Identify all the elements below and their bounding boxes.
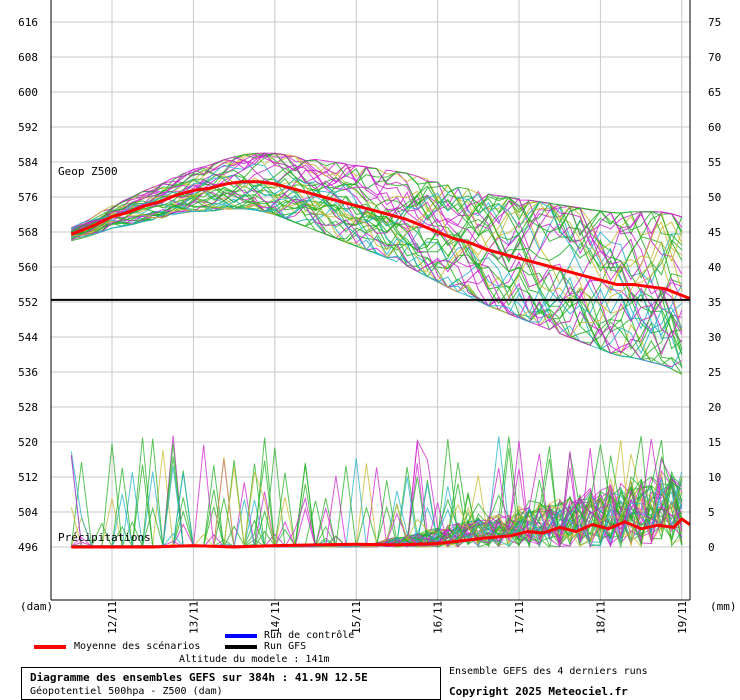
ensemble-member-line [71,184,683,350]
title-box: Diagramme des ensembles GEFS sur 384h : … [21,667,441,700]
left-tick-label: 536 [18,366,38,379]
x-tick-label: 15/11 [350,601,363,634]
left-tick-label: 544 [18,331,38,344]
left-tick-label: 600 [18,86,38,99]
ensemble-member-line [71,153,683,338]
right-tick-label: 45 [708,226,721,239]
ensemble-member-line [71,154,683,368]
right-axis-unit: (mm) [710,600,737,613]
x-tick-label: 18/11 [594,601,607,634]
left-tick-label: 512 [18,471,38,484]
left-tick-label: 504 [18,506,38,519]
right-tick-label: 55 [708,156,721,169]
legend-mean-label: Moyenne des scénarios [74,641,201,652]
right-tick-label: 50 [708,191,721,204]
ensemble-member-line [71,182,682,323]
right-tick-label: 20 [708,401,721,414]
x-tick-label: 12/11 [106,601,119,634]
right-tick-label: 10 [708,471,721,484]
x-tick-label: 13/11 [187,601,200,634]
ensemble-member-line [71,152,683,355]
left-tick-label: 552 [18,296,38,309]
ensemble-member-line [71,152,682,247]
right-tick-label: 25 [708,366,721,379]
right-tick-label: 35 [708,296,721,309]
mean-z500-line [70,180,691,300]
right-tick-label: 30 [708,331,721,344]
ensemble-member-line [71,186,683,367]
right-tick-label: 0 [708,541,715,554]
chart-series [70,180,691,549]
chart-title: Diagramme des ensembles GEFS sur 384h : … [30,671,368,684]
left-tick-label: 560 [18,261,38,274]
left-tick-label: 608 [18,51,38,64]
right-tick-label: 65 [708,86,721,99]
legend-mean-swatch [34,645,66,649]
legend-gfs-swatch [225,645,257,649]
precip-annotation: Précipitations [58,531,151,544]
ensemble-members [71,152,683,375]
right-tick-label: 5 [708,506,715,519]
geop-annotation: Geop Z500 [58,165,118,178]
ensemble-member-line [71,201,683,368]
left-tick-label: 576 [18,191,38,204]
x-tick-label: 17/11 [513,601,526,634]
x-tick-label: 14/11 [269,601,282,634]
mean-precip-line [71,517,691,549]
ensemble-member-line [71,195,683,335]
precip-members [70,435,683,549]
right-tick-label: 15 [708,436,721,449]
copyright: Copyright 2025 Meteociel.fr [449,685,628,698]
left-tick-label: 528 [18,401,38,414]
right-tick-label: 40 [708,261,721,274]
right-tick-label: 70 [708,51,721,64]
left-tick-label: 568 [18,226,38,239]
left-tick-label: 520 [18,436,38,449]
chart-subtitle: Géopotentiel 500hpa - Z500 (dam) [30,686,223,697]
right-tick-label: 75 [708,16,721,29]
left-tick-label: 592 [18,121,38,134]
left-axis-unit: (dam) [20,600,53,613]
x-tick-label: 19/11 [676,601,689,634]
ensemble-member-line [71,152,683,295]
ensemble-member-line [71,187,683,375]
chart-axes: 6166086005925845765685605525445365285205… [18,0,721,634]
altitude-label: Altitude du modele : 141m [179,654,330,665]
left-tick-label: 496 [18,541,38,554]
left-tick-label: 584 [18,156,38,169]
legend-control-swatch [225,634,257,638]
ensemble-member-line [71,201,683,314]
right-tick-label: 60 [708,121,721,134]
legend-control-label: Run de contrôle [264,630,355,641]
legend-gfs-label: Run GFS [264,641,307,652]
precip-member-line [71,466,683,548]
left-tick-label: 616 [18,16,38,29]
runs-note: Ensemble GEFS des 4 derniers runs [449,666,648,677]
x-tick-label: 16/11 [432,601,445,634]
ensemble-chart: 6166086005925845765685605525445365285205… [18,0,737,634]
